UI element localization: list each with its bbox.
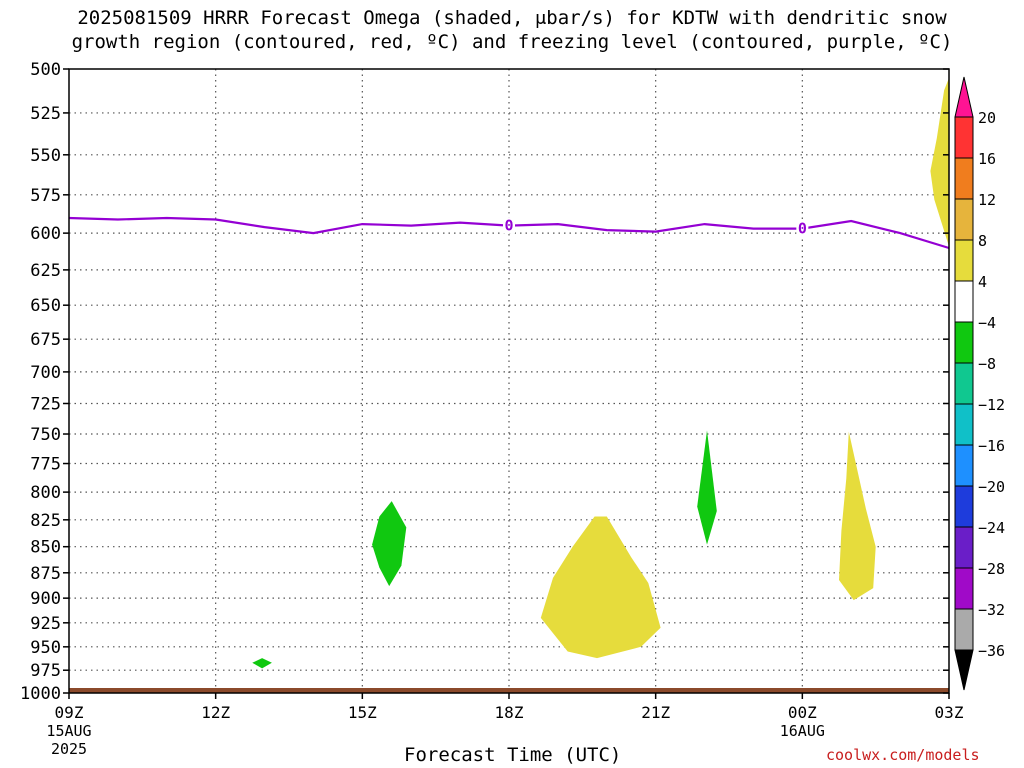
- x-tick-label: 21Z: [641, 703, 670, 722]
- omega-region: [372, 501, 407, 587]
- x-tick-label: 18Z: [495, 703, 524, 722]
- colorbar-label: −8: [978, 355, 996, 373]
- omega-region: [839, 431, 876, 601]
- surface-band: [69, 688, 949, 693]
- y-tick-label: 875: [30, 564, 61, 584]
- colorbar-segment: [954, 444, 974, 487]
- y-tick-label: 650: [30, 296, 61, 316]
- colorbar-segment: [954, 198, 974, 241]
- y-tick-label: 575: [30, 186, 61, 206]
- y-tick-label: 500: [30, 60, 61, 80]
- x-tick-sublabel: 15AUG: [46, 722, 91, 740]
- omega-region: [540, 516, 661, 659]
- colorbar-label: −24: [978, 519, 1005, 537]
- y-tick-label: 950: [30, 638, 61, 658]
- colorbar-segment: [954, 526, 974, 569]
- colorbar-label: 4: [978, 273, 987, 291]
- y-tick-label: 825: [30, 511, 61, 531]
- x-tick-label: 00Z: [788, 703, 817, 722]
- y-tick-label: 725: [30, 394, 61, 414]
- chart-title-line1: 2025081509 HRRR Forecast Omega (shaded, …: [77, 7, 947, 29]
- x-axis-label: Forecast Time (UTC): [404, 744, 622, 766]
- colorbar-label: −4: [978, 314, 996, 332]
- colorbar-segment: [954, 280, 974, 323]
- omega-region: [252, 658, 272, 669]
- colorbar-label: −32: [978, 601, 1005, 619]
- y-tick-label: 775: [30, 455, 61, 475]
- y-tick-label: 850: [30, 538, 61, 558]
- colorbar-label: −12: [978, 396, 1005, 414]
- chart-title: 2025081509 HRRR Forecast Omega (shaded, …: [0, 6, 1024, 54]
- y-tick-label: 925: [30, 614, 61, 634]
- colorbar-label: 8: [978, 232, 987, 250]
- y-tick-label: 675: [30, 330, 61, 350]
- y-tick-label: 750: [30, 425, 61, 445]
- colorbar-label: 16: [978, 150, 996, 168]
- x-tick-label: 15Z: [348, 703, 377, 722]
- x-tick-label: 12Z: [201, 703, 230, 722]
- freezing-level-label: 0: [504, 217, 513, 235]
- colorbar-label: −20: [978, 478, 1005, 496]
- colorbar-label: −16: [978, 437, 1005, 455]
- colorbar-segment: [954, 608, 974, 651]
- y-tick-label: 625: [30, 261, 61, 281]
- x-tick-label: 03Z: [935, 703, 964, 722]
- y-tick-label: 800: [30, 483, 61, 503]
- contour-label-bg: [503, 217, 515, 234]
- x-tick-sublabel: 2025: [51, 740, 87, 758]
- colorbar-segment: [954, 116, 974, 159]
- y-tick-label: 975: [30, 661, 61, 681]
- y-tick-label: 550: [30, 146, 61, 166]
- y-tick-label: 900: [30, 589, 61, 609]
- colorbar-label: 20: [978, 109, 996, 127]
- colorbar-label: 12: [978, 191, 996, 209]
- colorbar-top-arrow: [954, 76, 974, 118]
- colorbar-segment: [954, 321, 974, 364]
- colorbar-segment: [954, 362, 974, 405]
- freezing-level-label: 0: [798, 220, 807, 238]
- y-tick-label: 600: [30, 224, 61, 244]
- colorbar-label: −36: [978, 642, 1005, 660]
- credit-link[interactable]: coolwx.com/models: [826, 746, 980, 764]
- colorbar-segment: [954, 485, 974, 528]
- chart-title-line2: growth region (contoured, red, ºC) and f…: [71, 31, 953, 53]
- colorbar-segment: [954, 567, 974, 610]
- colorbar-label: −28: [978, 560, 1005, 578]
- colorbar-segment: [954, 403, 974, 446]
- omega-region: [697, 430, 717, 545]
- y-tick-label: 525: [30, 104, 61, 124]
- colorbar-segment: [954, 157, 974, 200]
- y-tick-label: 700: [30, 363, 61, 383]
- contour-label-bg: [796, 220, 809, 237]
- x-tick-sublabel: 16AUG: [780, 722, 825, 740]
- omega-region: [930, 78, 949, 247]
- y-tick-label: 1000: [20, 684, 61, 704]
- x-tick-label: 09Z: [55, 703, 84, 722]
- colorbar-segment: [954, 239, 974, 282]
- colorbar-bottom-arrow: [954, 649, 974, 691]
